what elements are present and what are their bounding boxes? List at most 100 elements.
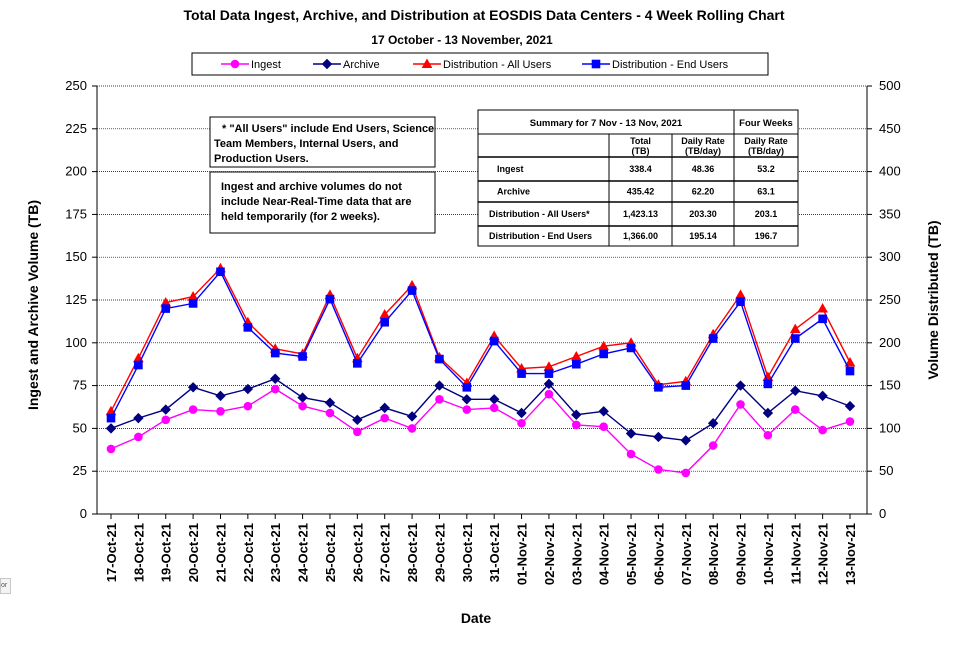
data-point: [845, 366, 855, 376]
data-point: [708, 334, 718, 343]
near-real-time-note-line-3: held temporarily (for 2 weeks).: [221, 211, 380, 223]
data-point: [517, 369, 526, 378]
x-tick-label: 11-Nov-21: [788, 523, 803, 584]
data-point: [681, 468, 691, 478]
all-users-note: * "All Users" include End Users, Science…: [209, 116, 436, 168]
data-point: [188, 299, 198, 308]
x-tick-label: 29-Oct-21: [432, 523, 447, 582]
y2-axis-title: Volume Distributed (TB): [925, 220, 941, 379]
data-point: [626, 449, 636, 459]
summary-table-column-header: Daily Rate: [744, 136, 788, 146]
x-tick-label: 01-Nov-21: [515, 523, 530, 585]
data-point: [298, 401, 307, 411]
x-tick-label: 18-Oct-21: [131, 523, 146, 582]
data-point: [489, 403, 499, 413]
data-point: [406, 411, 418, 422]
x-tick-label: 23-Oct-21: [268, 523, 283, 582]
y2-tick-label: 250: [879, 292, 901, 307]
data-point: [544, 389, 554, 399]
data-point: [844, 400, 856, 412]
y-tick-label: 50: [73, 420, 87, 435]
summary-table: Summary for 7 Nov - 13 Nov, 2021 Four Wee…: [477, 109, 799, 247]
data-point: [543, 378, 555, 390]
x-tick-label: 28-Oct-21: [405, 523, 420, 582]
data-point: [187, 382, 199, 393]
y2-tick-label: 150: [879, 378, 901, 393]
y-tick-label: 250: [65, 78, 87, 93]
y-tick-label: 100: [65, 335, 87, 350]
summary-table-cell: 338.4: [629, 164, 652, 174]
near-real-time-note: Ingest and archive volumes do not includ…: [209, 171, 436, 234]
y2-tick-label: 350: [879, 206, 901, 221]
x-tick-label: 08-Nov-21: [706, 523, 721, 585]
y-tick-label: 200: [65, 164, 87, 179]
y2-tick-label: 300: [879, 249, 901, 264]
summary-table-column-unit: (TB): [632, 146, 650, 156]
data-point: [352, 414, 363, 426]
x-tick-label: 19-Oct-21: [159, 523, 174, 582]
data-point: [106, 444, 116, 454]
data-point: [462, 383, 472, 392]
data-point: [571, 409, 582, 420]
x-tick-label: 10-Nov-21: [761, 523, 776, 585]
data-point: [844, 356, 856, 367]
data-point: [161, 304, 171, 313]
near-real-time-note-line-1: Ingest and archive volumes do not: [221, 181, 402, 193]
x-tick-label: 09-Nov-21: [734, 523, 749, 585]
data-point: [461, 394, 473, 405]
y-tick-label: 175: [65, 206, 87, 221]
y-tick-label: 25: [73, 463, 87, 478]
x-tick-label: 30-Oct-21: [460, 523, 475, 582]
x-tick-label: 07-Nov-21: [679, 523, 694, 585]
data-point: [654, 465, 663, 474]
data-point: [380, 413, 390, 423]
data-point: [790, 385, 801, 396]
y2-tick-label: 50: [879, 463, 893, 478]
data-point: [789, 323, 801, 334]
y2-tick-label: 400: [879, 164, 901, 179]
data-point: [707, 418, 719, 429]
series-distribution-end-users: [106, 267, 855, 423]
summary-table-cell: 1,366.00: [623, 231, 658, 241]
data-point: [216, 406, 225, 416]
data-point: [435, 354, 444, 364]
summary-table-cell: 203.30: [689, 209, 717, 219]
y2-tick-label: 100: [879, 420, 901, 435]
data-point: [133, 412, 144, 424]
data-point: [243, 323, 253, 332]
series-line: [110, 270, 851, 419]
all-users-note-line-3: Production Users.: [214, 153, 309, 165]
summary-table-column-unit: (TB/day): [748, 146, 784, 156]
data-point: [517, 418, 526, 428]
data-point: [188, 405, 198, 414]
x-tick-label: 27-Oct-21: [378, 523, 393, 582]
all-users-note-line-2: Team Members, Internal Users, and: [214, 138, 398, 150]
data-point: [763, 379, 773, 389]
data-point: [435, 394, 444, 404]
data-point: [708, 441, 718, 450]
data-point: [161, 415, 171, 425]
y-tick-label: 125: [65, 292, 87, 307]
series-line: [110, 378, 851, 442]
data-point: [762, 407, 774, 419]
summary-table-row-label: Ingest: [497, 164, 524, 174]
data-point: [598, 406, 609, 417]
x-tick-label: 26-Oct-21: [350, 523, 365, 582]
axes: 0 25 50 75 100 125 150 175 200 225 250 0 50 100 150 200…: [65, 78, 900, 585]
summary-table-cell: 1,423.13: [623, 209, 658, 219]
legend-label: Distribution - All Users: [443, 59, 552, 71]
all-users-note-box: [209, 116, 436, 168]
data-point: [681, 381, 691, 390]
data-point: [353, 359, 362, 368]
data-point: [407, 424, 417, 433]
legend-label: Distribution - End Users: [612, 59, 729, 71]
data-point: [489, 336, 499, 346]
data-point: [242, 383, 254, 395]
summary-table-title: Summary for 7 Nov - 13 Nov, 2021: [530, 118, 683, 129]
x-tick-label: 20-Oct-21: [186, 523, 201, 582]
data-point: [215, 390, 226, 402]
summary-table-row-label: Distribution - End Users: [489, 231, 592, 241]
summary-table-cell: 203.1: [755, 209, 778, 219]
data-point: [380, 317, 390, 327]
